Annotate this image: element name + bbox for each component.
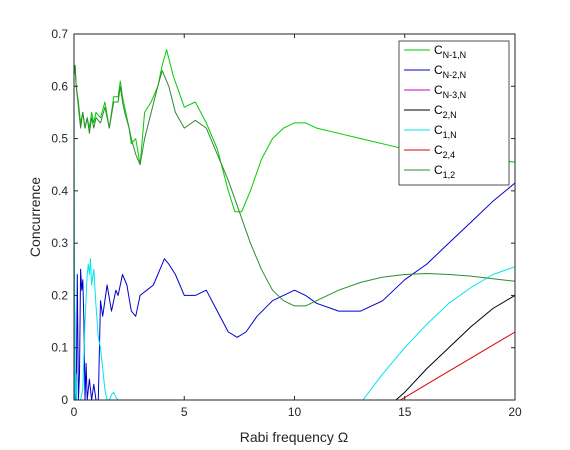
x-tick-label-4: 20 bbox=[508, 405, 522, 419]
y-tick-label-1: 0.1 bbox=[51, 341, 68, 355]
series-line-1 bbox=[73, 182, 516, 401]
series-line-6 bbox=[73, 64, 516, 307]
tick-layer: 0 5 10 15 20 0 0.1 0.2 0.3 0.4 0.5 0.6 0.7 bbox=[51, 27, 522, 419]
y-tick-label-0: 0 bbox=[61, 393, 68, 407]
x-tick-label-0: 0 bbox=[71, 405, 78, 419]
x-tick-label-3: 15 bbox=[398, 405, 412, 419]
y-tick-label-2: 0.2 bbox=[51, 288, 68, 302]
legend: CN-1,NCN-2,NCN-3,NC2,NC1,NC2,4C1,2 bbox=[398, 40, 510, 186]
y-tick-label-7: 0.7 bbox=[51, 27, 68, 41]
legend-box bbox=[398, 40, 510, 186]
x-tick-label-1: 5 bbox=[181, 405, 188, 419]
y-tick-label-4: 0.4 bbox=[51, 184, 68, 198]
y-tick-label-3: 0.3 bbox=[51, 236, 68, 250]
y-tick-label-6: 0.6 bbox=[51, 79, 68, 93]
x-tick-label-2: 10 bbox=[288, 405, 302, 419]
y-tick-label-5: 0.5 bbox=[51, 132, 68, 146]
series-line-3 bbox=[74, 294, 516, 401]
y-axis-title: Concurrence bbox=[27, 177, 43, 257]
x-axis-title: Rabi frequency Ω bbox=[240, 429, 349, 445]
